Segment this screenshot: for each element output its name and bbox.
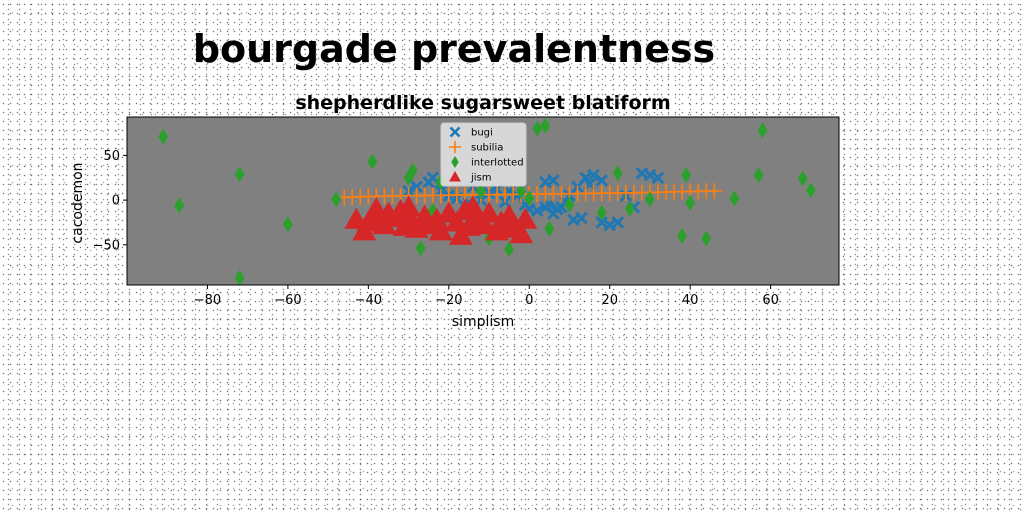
bugi-point	[595, 216, 608, 229]
legend-label-bugi: bugi	[471, 128, 493, 139]
x-tick-label: 40	[682, 293, 699, 308]
interlotted-point	[757, 122, 768, 139]
x-tick-label: −20	[435, 293, 462, 308]
chart-title: shepherdlike sugarsweet blatiform	[295, 92, 670, 114]
interlotted-point	[564, 196, 575, 213]
interlotted-point	[596, 204, 607, 221]
interlotted-point	[624, 201, 635, 218]
x-tick-label: 0	[525, 293, 533, 308]
bugi-point	[643, 168, 657, 182]
bugi-point	[583, 177, 596, 191]
jism-point	[372, 213, 397, 235]
interlotted-point	[685, 194, 696, 211]
data-marks	[158, 117, 816, 286]
x-tick-label: 60	[762, 293, 779, 308]
bugi-point	[611, 216, 625, 229]
jism-point	[428, 219, 453, 241]
x-tick-label: −80	[194, 293, 221, 308]
x-axis: −80 −60 −40 −20 0 20 40 60	[194, 285, 779, 308]
bugi-point	[531, 204, 544, 218]
legend-marker-subilia	[449, 141, 461, 153]
x-tick-label: −40	[355, 293, 382, 308]
interlotted-point	[681, 167, 692, 184]
interlotted-point	[612, 165, 623, 182]
legend-box	[440, 122, 527, 187]
interlotted-point	[407, 162, 418, 179]
interlotted-point	[524, 190, 535, 207]
interlotted-point	[234, 166, 245, 183]
legend-marker-bugi	[449, 126, 461, 138]
bugi-point	[603, 218, 617, 232]
interlotted-point	[367, 153, 378, 170]
legend-label-interlotted: interlotted	[471, 158, 524, 169]
interlotted-point	[476, 183, 486, 200]
legend-marker-jism	[449, 171, 461, 182]
bugi-point	[595, 174, 608, 187]
legend-marker-interlotted	[451, 156, 459, 168]
interlotted-point	[540, 117, 551, 134]
series-jism	[344, 195, 538, 245]
interlotted-point	[805, 182, 816, 199]
jism-point	[477, 201, 502, 223]
y-tick-label: −50	[93, 238, 120, 253]
jism-point	[497, 204, 522, 226]
y-tick-label: 0	[112, 194, 120, 209]
jism-point	[396, 195, 421, 217]
bugi-point	[543, 198, 556, 211]
jism-point	[513, 207, 538, 229]
bugi-point	[579, 171, 592, 185]
interlotted-point	[516, 183, 527, 200]
bugi-point	[587, 168, 600, 182]
interlotted-point	[544, 220, 555, 237]
bugi-point	[651, 171, 665, 185]
bugi-point	[547, 174, 560, 187]
x-tick-label: 20	[601, 293, 618, 308]
legend-label-subilia: subilia	[471, 143, 503, 154]
interlotted-point	[415, 240, 426, 257]
chart-suptitle: bourgade prevalentness	[193, 27, 715, 71]
interlotted-point	[532, 120, 543, 137]
y-axis-label: cacodemon	[70, 162, 86, 243]
interlotted-point	[797, 170, 808, 187]
interlotted-point	[174, 197, 185, 214]
legend: bugi subilia interlotted jism	[440, 122, 527, 187]
subilia-point	[706, 182, 723, 199]
interlotted-point	[158, 128, 169, 145]
bugi-point	[426, 171, 440, 185]
y-tick-label: 50	[103, 149, 120, 164]
series-interlotted	[158, 117, 816, 286]
legend-label-jism: jism	[470, 173, 492, 184]
interlotted-point	[753, 167, 764, 184]
jism-point	[509, 222, 534, 244]
interlotted-point	[701, 230, 712, 247]
bugi-point	[410, 180, 423, 194]
interlotted-point	[677, 227, 688, 244]
interlotted-point	[644, 191, 655, 208]
x-axis-label: simplism	[452, 314, 514, 330]
plot-frame	[126, 116, 840, 286]
interlotted-point	[504, 241, 515, 258]
bugi-point	[575, 211, 588, 225]
y-axis: −50 0 50	[93, 149, 127, 253]
interlotted-point	[729, 190, 740, 207]
x-tick-label: −60	[274, 293, 301, 308]
interlotted-point	[234, 269, 245, 286]
interlotted-point	[282, 216, 293, 233]
interlotted-point	[331, 191, 342, 208]
